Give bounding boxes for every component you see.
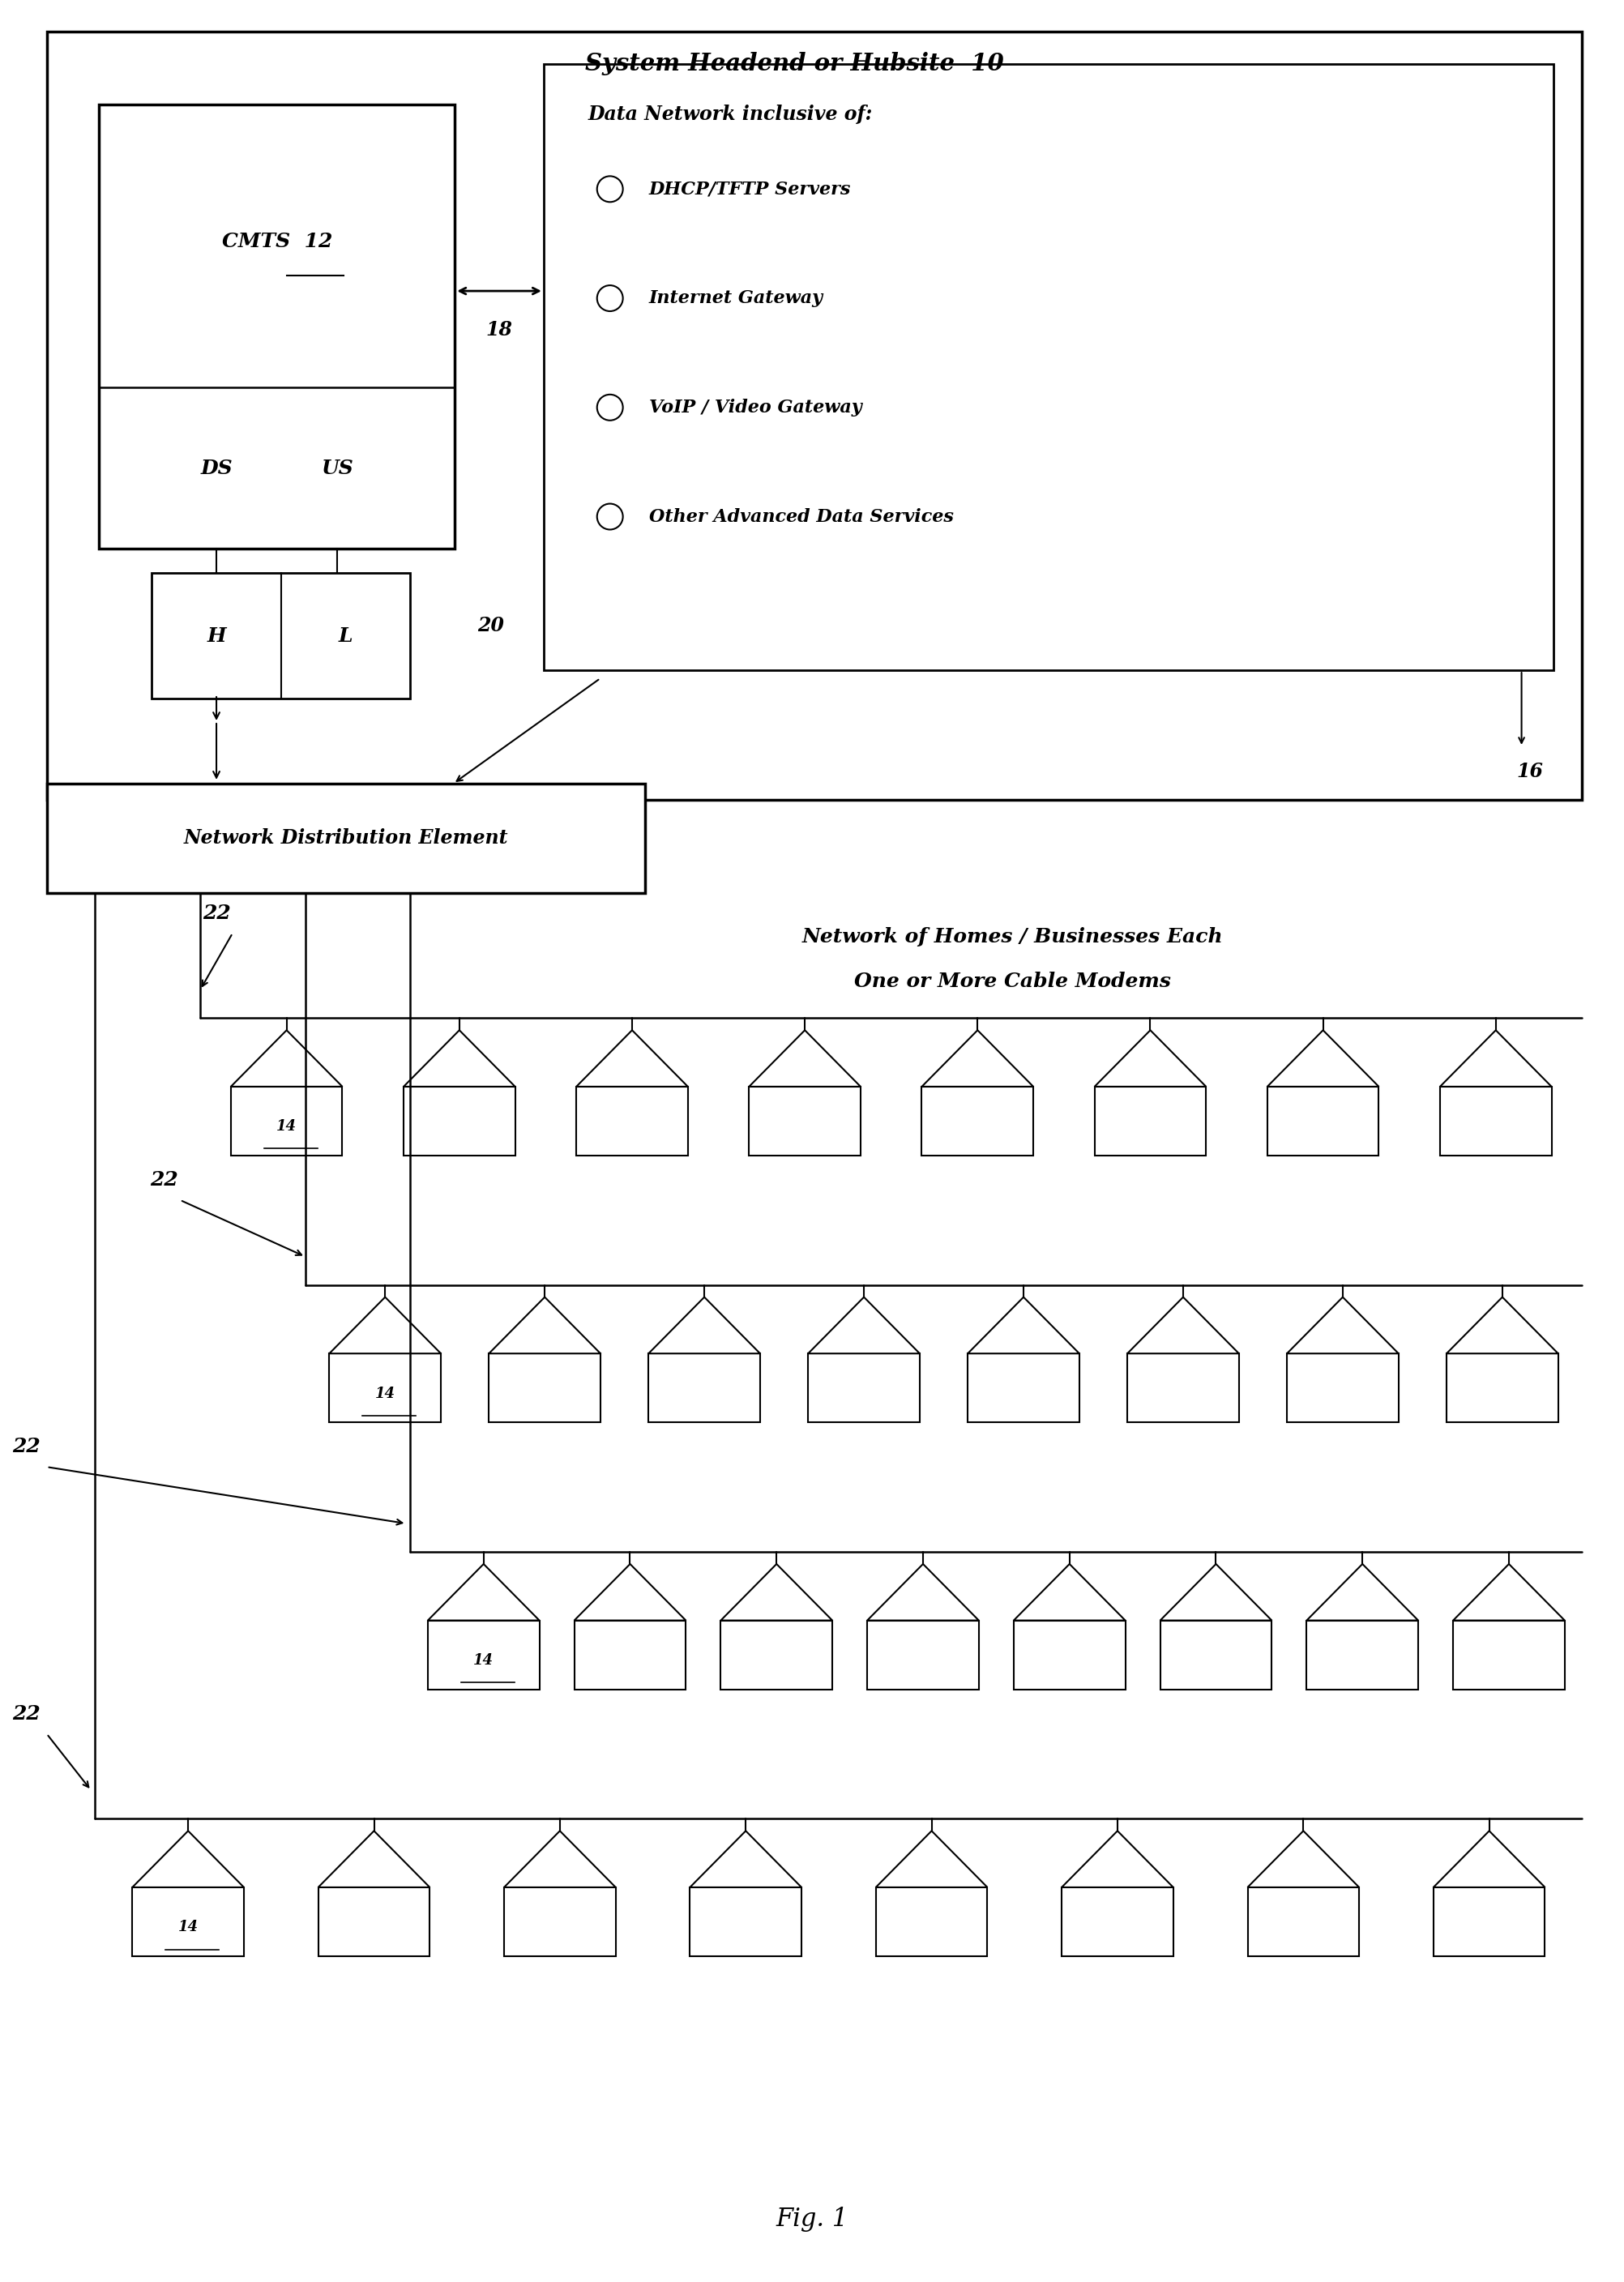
- Text: 22: 22: [13, 1438, 41, 1456]
- Bar: [489, 1353, 601, 1422]
- Bar: [1286, 1353, 1398, 1422]
- Text: 14: 14: [474, 1652, 494, 1668]
- Bar: [1160, 1620, 1272, 1689]
- Bar: [1307, 1620, 1418, 1689]
- Bar: [721, 1620, 833, 1689]
- Bar: [1447, 1353, 1557, 1422]
- Bar: [922, 1086, 1033, 1155]
- Polygon shape: [1434, 1830, 1544, 1887]
- Text: 16: 16: [1517, 762, 1543, 780]
- Polygon shape: [1247, 1830, 1359, 1887]
- Polygon shape: [1447, 1296, 1557, 1353]
- Polygon shape: [1013, 1563, 1125, 1620]
- Polygon shape: [968, 1296, 1080, 1353]
- Bar: [503, 1887, 615, 1956]
- Polygon shape: [809, 1296, 919, 1353]
- Polygon shape: [330, 1296, 440, 1353]
- Polygon shape: [1127, 1296, 1239, 1353]
- Polygon shape: [1286, 1296, 1398, 1353]
- Bar: [427, 1620, 539, 1689]
- Polygon shape: [1307, 1563, 1418, 1620]
- Polygon shape: [875, 1830, 987, 1887]
- Bar: [133, 1887, 244, 1956]
- Polygon shape: [231, 1029, 343, 1086]
- Bar: [690, 1887, 802, 1956]
- Bar: [1127, 1353, 1239, 1422]
- Polygon shape: [575, 1563, 685, 1620]
- Polygon shape: [133, 1830, 244, 1887]
- Text: 22: 22: [13, 1705, 41, 1723]
- Bar: [47, 783, 645, 892]
- Bar: [968, 1353, 1080, 1422]
- Bar: [875, 1887, 987, 1956]
- Bar: [151, 573, 411, 698]
- Polygon shape: [489, 1296, 601, 1353]
- Polygon shape: [427, 1563, 539, 1620]
- Text: VoIP / Video Gateway: VoIP / Video Gateway: [648, 399, 862, 415]
- Text: H: H: [206, 625, 226, 646]
- Bar: [1013, 1620, 1125, 1689]
- Polygon shape: [749, 1029, 861, 1086]
- Bar: [1095, 1086, 1207, 1155]
- Polygon shape: [922, 1029, 1033, 1086]
- Bar: [544, 64, 1554, 671]
- Text: 22: 22: [149, 1171, 179, 1189]
- Bar: [404, 1086, 515, 1155]
- Polygon shape: [1062, 1830, 1173, 1887]
- Polygon shape: [1453, 1563, 1564, 1620]
- Polygon shape: [1095, 1029, 1207, 1086]
- Bar: [1267, 1086, 1379, 1155]
- Text: Network of Homes / Businesses Each: Network of Homes / Businesses Each: [802, 926, 1223, 947]
- Bar: [231, 1086, 343, 1155]
- Polygon shape: [1160, 1563, 1272, 1620]
- Polygon shape: [503, 1830, 615, 1887]
- Text: Network Distribution Element: Network Distribution Element: [184, 828, 508, 849]
- Polygon shape: [1440, 1029, 1551, 1086]
- Bar: [47, 32, 1582, 799]
- Text: 22: 22: [203, 904, 231, 922]
- Bar: [809, 1353, 919, 1422]
- Text: Fig. 1: Fig. 1: [776, 2207, 848, 2232]
- Text: Data Network inclusive of:: Data Network inclusive of:: [588, 105, 872, 123]
- Polygon shape: [577, 1029, 689, 1086]
- Bar: [1453, 1620, 1564, 1689]
- Bar: [330, 1353, 440, 1422]
- Text: L: L: [338, 625, 352, 646]
- Text: DHCP/TFTP Servers: DHCP/TFTP Servers: [648, 180, 851, 199]
- Polygon shape: [404, 1029, 515, 1086]
- Text: DS: DS: [200, 459, 232, 477]
- Bar: [749, 1086, 861, 1155]
- Bar: [867, 1620, 979, 1689]
- Polygon shape: [867, 1563, 979, 1620]
- Bar: [99, 105, 455, 550]
- Bar: [648, 1353, 760, 1422]
- Text: 20: 20: [477, 616, 505, 637]
- Bar: [577, 1086, 689, 1155]
- Text: One or More Cable Modems: One or More Cable Modems: [854, 972, 1171, 990]
- Text: 14: 14: [375, 1385, 395, 1401]
- Text: Other Advanced Data Services: Other Advanced Data Services: [648, 507, 953, 525]
- Polygon shape: [690, 1830, 802, 1887]
- Bar: [1440, 1086, 1551, 1155]
- Polygon shape: [1267, 1029, 1379, 1086]
- Text: 18: 18: [486, 319, 513, 340]
- Polygon shape: [648, 1296, 760, 1353]
- Bar: [575, 1620, 685, 1689]
- Text: CMTS  12: CMTS 12: [222, 233, 333, 251]
- Bar: [1434, 1887, 1544, 1956]
- Bar: [1247, 1887, 1359, 1956]
- Text: US: US: [322, 459, 354, 477]
- Text: 14: 14: [179, 1919, 198, 1935]
- Polygon shape: [318, 1830, 430, 1887]
- Text: 14: 14: [276, 1118, 297, 1134]
- Text: System Headend or Hubsite  10: System Headend or Hubsite 10: [585, 52, 1004, 75]
- Bar: [318, 1887, 430, 1956]
- Bar: [1062, 1887, 1173, 1956]
- Polygon shape: [721, 1563, 833, 1620]
- Text: Internet Gateway: Internet Gateway: [648, 290, 823, 308]
